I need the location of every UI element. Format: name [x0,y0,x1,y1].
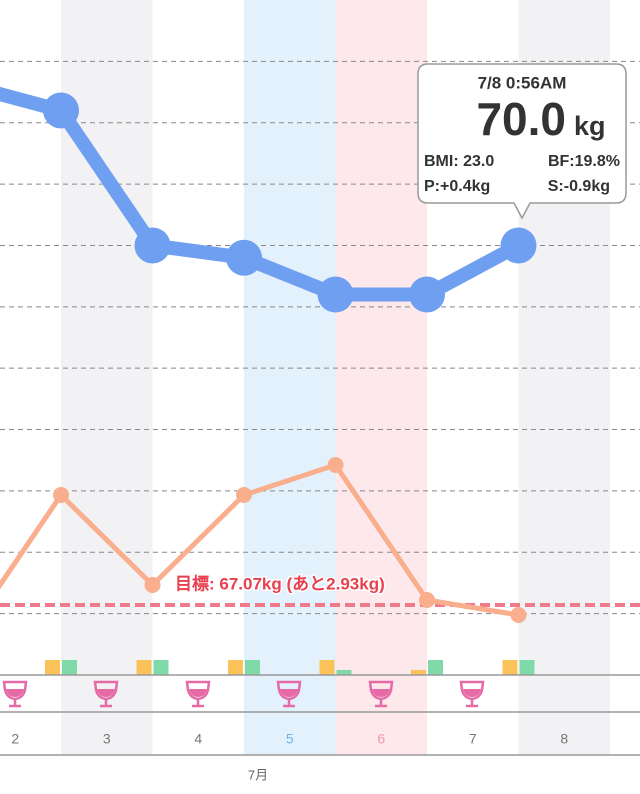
data-point [144,577,161,593]
plot: 目標: 67.07kg (あと2.93kg) [0,86,640,675]
data-point [327,457,344,473]
tooltip-box [417,63,627,220]
indicator-bar [502,660,518,675]
tooltip-time: 7/8 0:56AM [478,73,567,92]
indicator-bar [62,660,77,675]
drink-icon [459,680,485,708]
tooltip-bmi: BMI: 23.0 [424,153,494,170]
tooltip: 7/8 0:56AM 70.0 kg BMI: 23.0 BF:19.8% P:… [417,63,627,220]
x-tick-label: 6 [377,731,385,747]
x-tick-label: 8 [560,731,568,747]
day-band [335,0,427,755]
x-tick-label: 3 [103,731,111,747]
x-tick-label: 2 [11,731,19,747]
data-point [236,487,252,503]
x-tick-label: 4 [194,731,202,747]
data-point [500,227,537,264]
drink-icon [185,680,211,708]
day-band [244,0,336,755]
x-tick-label: 5 [286,731,294,747]
data-point [419,592,435,608]
tooltip-s: S:-0.9kg [548,178,610,195]
indicator-bar [45,660,60,675]
indicator-bar [136,660,152,675]
tooltip-bf: BF:19.8% [548,153,620,170]
data-point [510,607,527,623]
indicator-bar [411,670,426,675]
tooltip-unit: kg [574,111,606,141]
tooltip-weight: 70.0 [476,93,566,145]
x-tick-label: 7 [469,731,477,747]
indicator-bar [519,660,535,675]
indicator-bar [319,660,335,675]
data-point [317,276,354,313]
drink-icon [2,680,28,708]
indicator-bar [228,660,243,675]
data-point [409,276,445,313]
indicator-bar [336,670,352,675]
data-point [134,227,171,264]
data-point [226,239,262,276]
data-point [53,487,69,503]
indicator-bar [245,660,260,675]
month-label: 7月 [248,767,268,782]
indicator-bar [428,660,443,675]
goal-label: 目標: 67.07kg (あと2.93kg) [175,574,385,594]
tooltip-p: P:+0.4kg [424,178,490,195]
data-point [43,92,79,129]
indicator-bar [153,660,169,675]
